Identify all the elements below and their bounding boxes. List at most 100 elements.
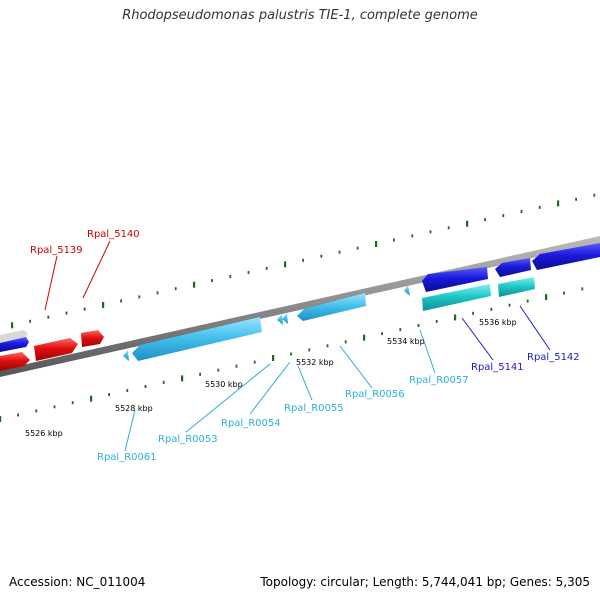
tick-minor <box>593 193 596 197</box>
tick-minor <box>247 271 250 274</box>
label-rpal-r0054: Rpal_R0054 <box>221 418 281 429</box>
gene-arrow-left-edge-b <box>0 337 29 352</box>
tick-minor <box>29 319 31 323</box>
tick-major <box>545 294 548 301</box>
tick-minor <box>35 409 38 413</box>
tick-major <box>0 416 2 422</box>
tick-minor <box>520 210 523 213</box>
tick-minor <box>435 319 438 323</box>
tick-minor <box>17 413 19 417</box>
leader-rpal-5140 <box>82 240 111 299</box>
tick-minor <box>338 250 341 254</box>
tick-minor <box>356 246 359 250</box>
gene-arrow-small-blue[interactable] <box>495 258 531 277</box>
label-rpal-5142: Rpal_5142 <box>527 352 580 363</box>
tick-minor <box>290 352 292 356</box>
leader-rpal-r0053 <box>185 363 271 433</box>
gene-arrow-rpal-5142[interactable] <box>498 277 535 297</box>
tick-minor <box>320 254 323 258</box>
tick-major <box>272 355 275 361</box>
tick-minor <box>53 405 56 409</box>
label-leader-lines <box>44 240 551 452</box>
gene-arrow-left-edge-a <box>0 330 28 344</box>
scale-label-5526: 5526 kbp <box>25 429 63 438</box>
tick-minor <box>575 197 577 201</box>
gene-arrow-rpal-r0055[interactable] <box>282 313 288 324</box>
tick-minor <box>429 230 432 234</box>
tick-minor <box>65 311 68 315</box>
label-rpal-r0057: Rpal_R0057 <box>409 375 469 386</box>
tick-major <box>375 241 378 247</box>
label-rpal-r0061: Rpal_R0061 <box>97 452 157 463</box>
tick-minor <box>217 368 220 372</box>
tick-major <box>454 314 457 321</box>
gene-arrow-rpal-r0054[interactable] <box>277 314 283 325</box>
tick-minor <box>156 291 159 295</box>
tick-minor <box>490 307 493 311</box>
gene-arrow-rpal-r0061[interactable] <box>123 350 129 361</box>
tick-minor <box>308 348 311 352</box>
tick-minor <box>83 307 86 311</box>
leader-rpal-r0054 <box>249 361 291 415</box>
tick-minor <box>508 303 511 307</box>
gene-arrow-rpal-r0057[interactable] <box>404 285 410 296</box>
leader-rpal-r0061 <box>124 409 136 452</box>
label-rpal-r0053: Rpal_R0053 <box>158 434 218 445</box>
gene-arrow-rpal-5142-upper[interactable] <box>532 243 600 270</box>
leader-rpal-5142 <box>519 305 551 351</box>
tick-minor <box>393 238 395 242</box>
label-rpal-5139: Rpal_5139 <box>30 245 83 256</box>
scale-label-5530: 5530 kbp <box>205 380 243 389</box>
lower-gene-track <box>0 277 535 371</box>
tick-minor <box>484 218 486 222</box>
tick-major <box>90 395 93 402</box>
tick-minor <box>502 214 505 218</box>
tick-major <box>466 220 469 227</box>
scale-label-5534: 5534 kbp <box>387 337 425 346</box>
tick-minor <box>138 295 141 299</box>
gene-arrow-rpal-5141[interactable] <box>422 284 491 311</box>
tick-minor <box>265 266 268 270</box>
leader-rpal-r0055 <box>297 365 313 401</box>
label-rpal-r0055: Rpal_R0055 <box>284 403 344 414</box>
tick-minor <box>199 372 201 376</box>
tick-minor <box>381 332 383 336</box>
tick-minor <box>447 226 450 230</box>
gene-arrow-rpal-5139[interactable] <box>34 338 78 361</box>
tick-minor <box>302 258 304 262</box>
tick-minor <box>229 275 232 278</box>
leader-rpal-r0057 <box>419 329 436 374</box>
gene-arrow-red-lower[interactable] <box>0 352 30 371</box>
tick-minor <box>253 360 256 364</box>
scale-label-5536: 5536 kbp <box>479 318 517 327</box>
tick-track-lower <box>0 287 584 422</box>
tick-minor <box>417 324 420 327</box>
tick-major <box>557 200 560 207</box>
label-rpal-5140: Rpal_5140 <box>87 229 140 240</box>
scale-label-5528: 5528 kbp <box>115 404 153 413</box>
leader-rpal-5141 <box>461 317 494 361</box>
leader-rpal-5139 <box>44 255 58 311</box>
genome-summary-text: Topology: circular; Length: 5,744,041 bp… <box>260 575 590 589</box>
label-rpal-5141: Rpal_5141 <box>471 362 524 373</box>
tick-minor <box>326 344 329 348</box>
accession-text: Accession: NC_011004 <box>9 575 146 589</box>
tick-major <box>284 261 287 268</box>
tick-minor <box>538 205 541 209</box>
tick-minor <box>47 315 50 319</box>
tick-minor <box>472 311 474 315</box>
tick-minor <box>162 380 165 384</box>
tick-minor <box>120 299 122 303</box>
leader-rpal-r0056 <box>339 345 373 389</box>
tick-major <box>102 302 105 308</box>
gene-arrow-rpal-r0053[interactable] <box>132 317 262 361</box>
tick-minor <box>411 234 414 238</box>
tick-minor <box>581 287 584 291</box>
tick-minor <box>126 389 129 392</box>
gene-arrow-rpal-5141-upper[interactable] <box>422 267 488 292</box>
gene-arrow-rpal-5140[interactable] <box>81 330 104 347</box>
genome-backbone <box>0 236 600 377</box>
gene-arrow-rpal-r0056[interactable] <box>297 293 366 321</box>
tick-minor <box>108 393 110 397</box>
